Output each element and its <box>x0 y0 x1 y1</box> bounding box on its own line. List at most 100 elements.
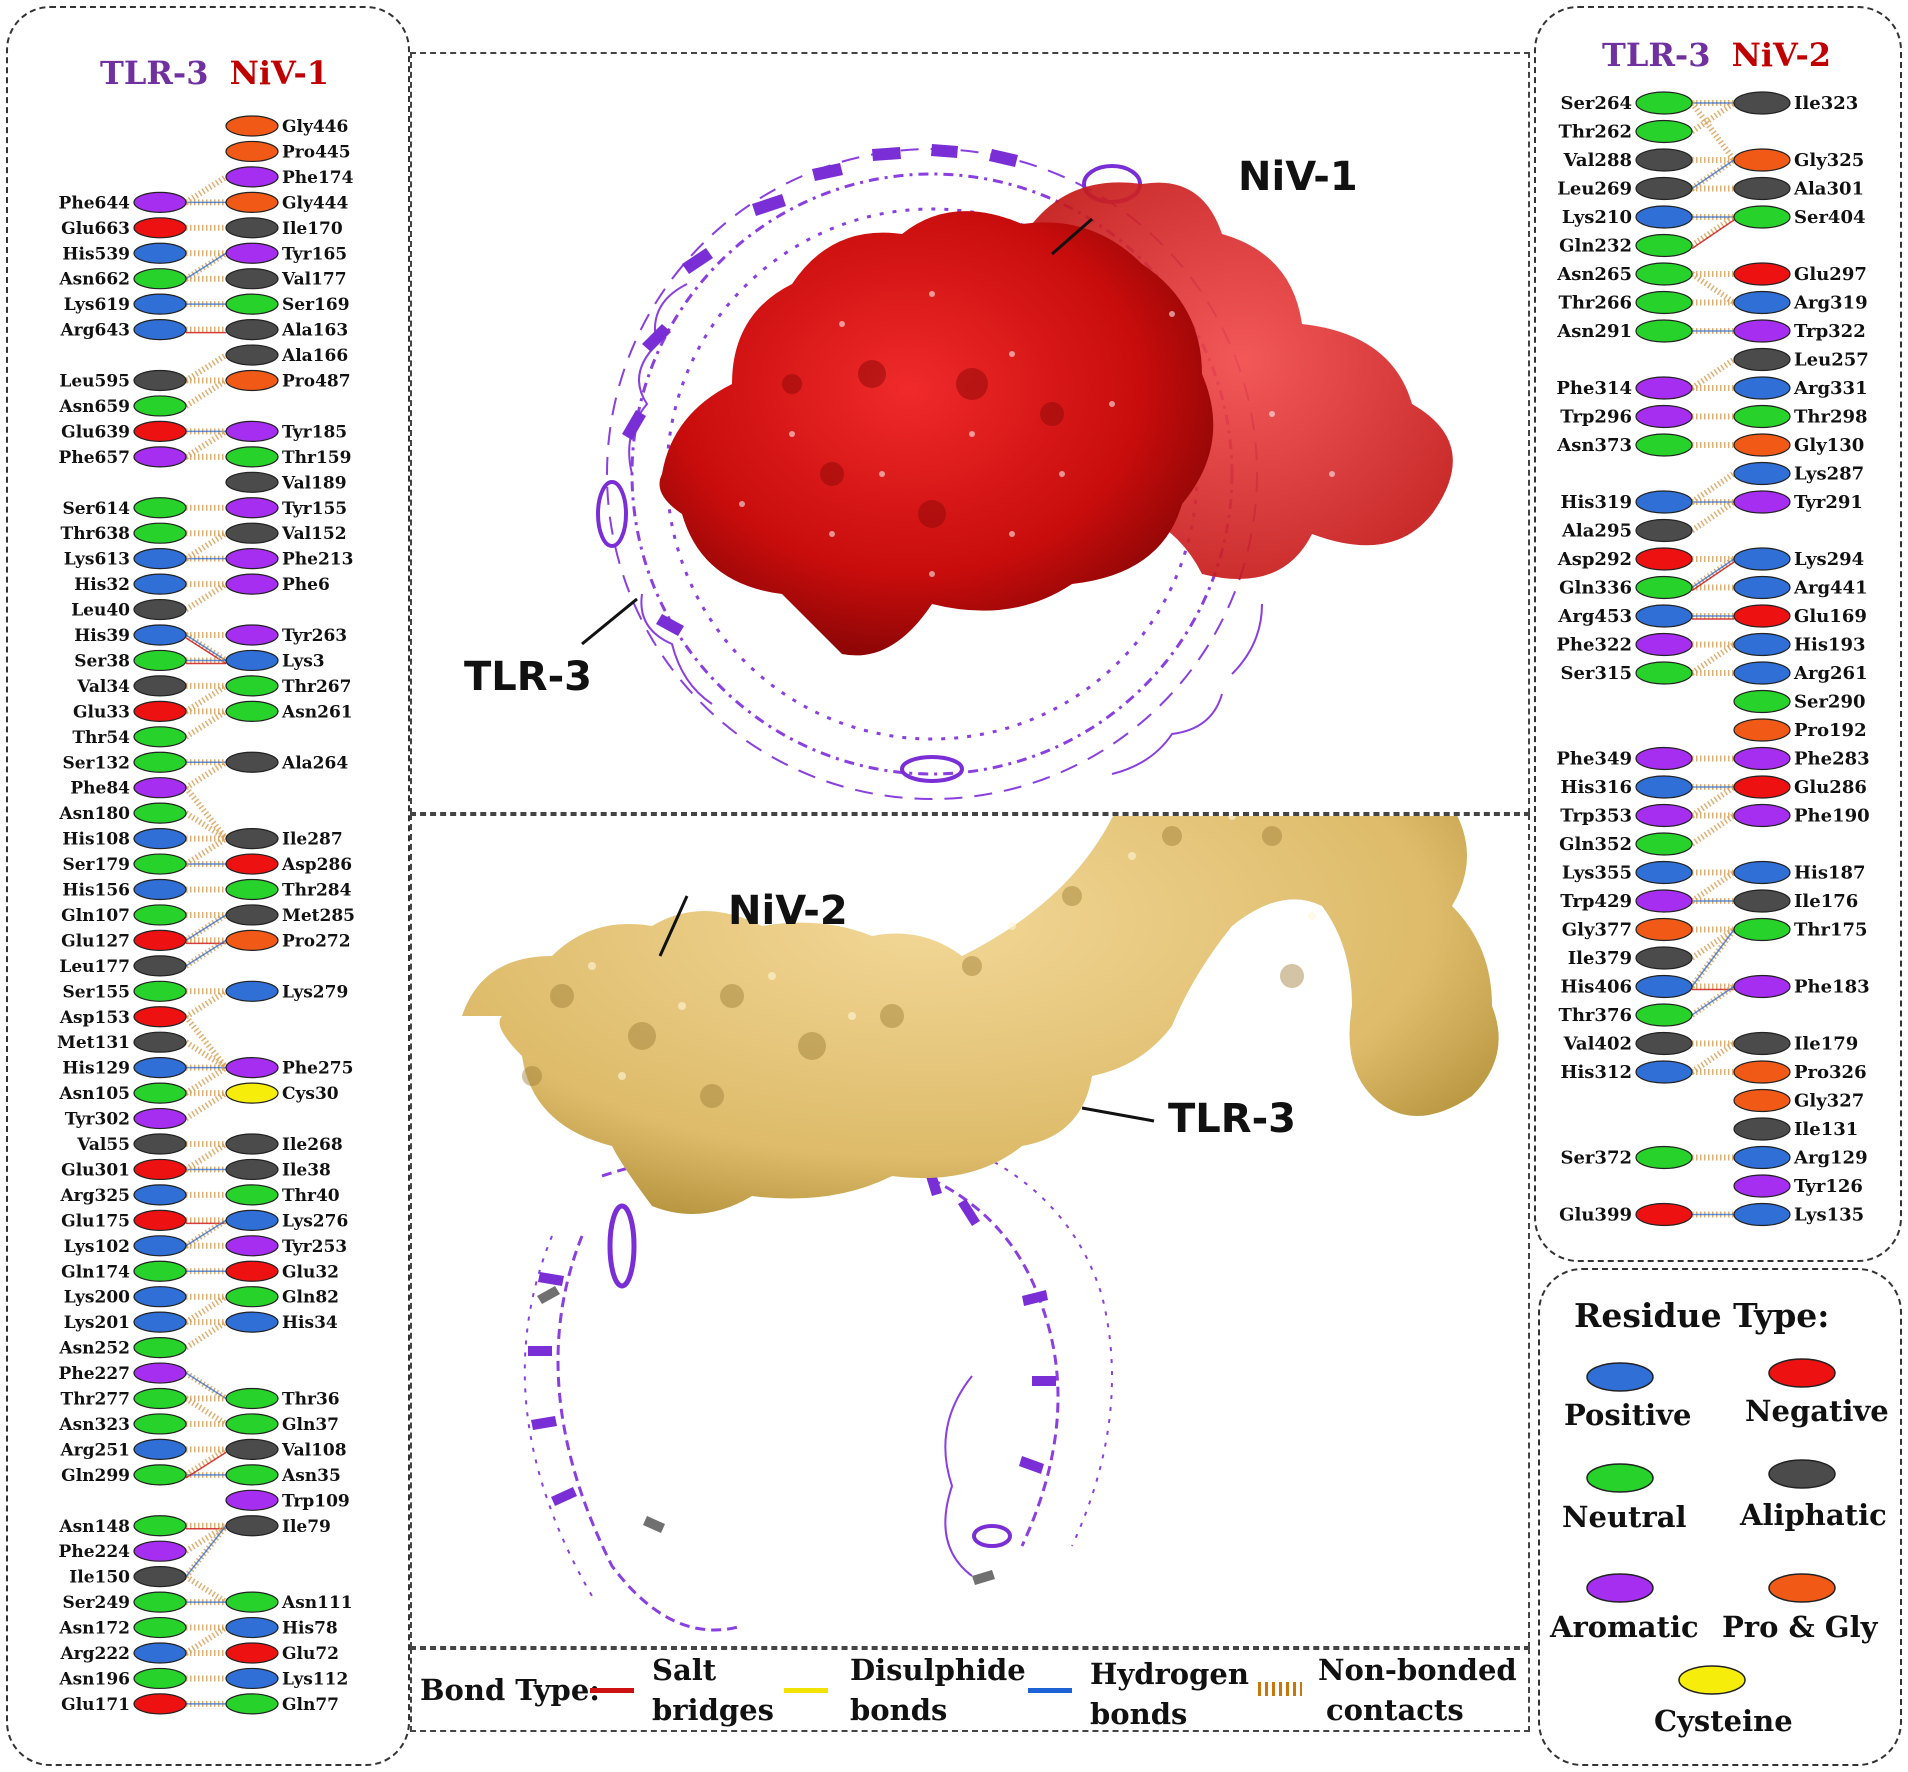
svg-text:Trp322: Trp322 <box>1794 321 1866 342</box>
svg-text:Gly327: Gly327 <box>1794 1091 1864 1112</box>
svg-text:Glu175: Glu175 <box>61 1211 130 1231</box>
niv1-niv-residue-thr36: Thr36 <box>225 1387 340 1410</box>
niv1-niv-residue-gln82: Gln82 <box>225 1286 339 1308</box>
bond-salt-swatch <box>590 1688 634 1693</box>
svg-text:His312: His312 <box>1560 1062 1632 1083</box>
svg-text:Gly377: Gly377 <box>1562 920 1632 941</box>
niv1-niv-residue-phe213: Phe213 <box>225 548 353 570</box>
svg-text:Glu171: Glu171 <box>61 1695 130 1715</box>
svg-text:Tyr126: Tyr126 <box>1794 1176 1863 1197</box>
niv1-niv-residue-ile38: Ile38 <box>225 1158 331 1180</box>
svg-text:Ser290: Ser290 <box>1794 692 1866 713</box>
niv2-niv-residue-gly327: Gly327 <box>1733 1088 1864 1113</box>
niv2-tlr3-residue-gly377: Gly377 <box>1562 917 1693 942</box>
svg-text:Gly130: Gly130 <box>1794 435 1864 456</box>
svg-text:Gln107: Gln107 <box>61 906 130 926</box>
svg-text:Met285: Met285 <box>282 906 355 926</box>
svg-text:Val177: Val177 <box>281 270 347 290</box>
svg-text:His187: His187 <box>1794 863 1866 884</box>
niv2-tlr3-residue-phe314: Phe314 <box>1556 376 1693 400</box>
svg-text:Tyr155: Tyr155 <box>282 499 347 519</box>
svg-text:Asp153: Asp153 <box>59 1008 130 1028</box>
svg-text:Gln82: Gln82 <box>282 1288 339 1308</box>
svg-text:Asn265: Asn265 <box>1556 264 1632 285</box>
niv1-niv-residue-lys279: Lys279 <box>225 980 348 1002</box>
bond-disulphide-label: Disulphide bonds <box>850 1653 1026 1727</box>
niv2-niv-residue-lys135: Lys135 <box>1733 1202 1864 1227</box>
niv1-niv-residue-phe174: Phe174 <box>225 166 354 188</box>
svg-text:Ser404: Ser404 <box>1794 207 1866 228</box>
svg-text:Glu301: Glu301 <box>61 1160 130 1180</box>
svg-text:Glu32: Glu32 <box>282 1262 339 1282</box>
svg-text:Ile38: Ile38 <box>282 1160 331 1180</box>
svg-text:Gly446: Gly446 <box>282 117 348 137</box>
niv1-tlr3-residue-gln174: Gln174 <box>61 1260 187 1282</box>
svg-text:Gly444: Gly444 <box>282 193 349 213</box>
niv1-niv-residue-lys112: Lys112 <box>225 1667 348 1689</box>
niv2-tlr3-residue-gln352: Gln352 <box>1559 832 1693 856</box>
bond-salt-label: Salt bridges <box>652 1653 774 1727</box>
niv2-tlr3-residue-trp429: Trp429 <box>1560 889 1693 913</box>
svg-text:Thr54: Thr54 <box>72 728 130 748</box>
niv2-tlr3-residue-ser264: Ser264 <box>1560 91 1693 115</box>
svg-text:Lys112: Lys112 <box>282 1669 348 1689</box>
svg-text:Tyr185: Tyr185 <box>282 422 347 442</box>
niv1-niv-residue-lys276: Lys276 <box>225 1209 348 1231</box>
legend-swatch-cysteine <box>1678 1665 1746 1695</box>
svg-text:Asn180: Asn180 <box>58 804 130 824</box>
svg-text:Lys294: Lys294 <box>1794 549 1864 570</box>
niv1-niv-residue-ala163: Ala163 <box>225 319 348 341</box>
right-title-tlr: TLR-3 <box>1602 36 1711 74</box>
svg-text:Phe224: Phe224 <box>59 1542 131 1562</box>
svg-text:Glu127: Glu127 <box>61 931 130 951</box>
svg-text:Phe174: Phe174 <box>282 168 354 188</box>
niv2-tlr3-residue-gln336: Gln336 <box>1559 575 1693 600</box>
svg-text:Arg441: Arg441 <box>1793 578 1868 599</box>
svg-text:Glu399: Glu399 <box>1559 1205 1632 1226</box>
niv2-niv-residue-lys294: Lys294 <box>1733 547 1864 571</box>
niv1-tlr3-residue-his108: His108 <box>62 827 187 850</box>
niv2-tlr3-residue-phe349: Phe349 <box>1556 746 1693 771</box>
svg-text:Ser372: Ser372 <box>1560 1148 1632 1169</box>
svg-text:His108: His108 <box>62 830 130 850</box>
tlr3-top-label: TLR-3 <box>464 654 593 700</box>
niv2-tlr3-residue-glu399: Glu399 <box>1559 1202 1693 1227</box>
svg-text:Tyr291: Tyr291 <box>1794 492 1863 513</box>
niv1-niv-residue-gln77: Gln77 <box>225 1693 339 1715</box>
niv1-tlr3-residue-asn323: Asn323 <box>58 1413 187 1435</box>
legend-aromatic-label: Aromatic <box>1550 1610 1699 1644</box>
niv1-niv-residue-met285: Met285 <box>225 904 355 926</box>
niv1-tlr3-residue-phe224: Phe224 <box>59 1540 187 1562</box>
niv1-tlr3-residue-asn148: Asn148 <box>58 1515 187 1537</box>
svg-text:Asn35: Asn35 <box>281 1466 341 1486</box>
residue-legend-title: Residue Type: <box>1574 1296 1830 1335</box>
niv1-tlr3-residue-gln299: Gln299 <box>61 1464 187 1486</box>
niv1-tlr3-residue-asn180: Asn180 <box>58 802 187 824</box>
residue-legend-swatches <box>1586 1358 1836 1695</box>
svg-text:Thr159: Thr159 <box>282 448 351 468</box>
niv1-tlr3-residue-val34: Val34 <box>76 675 187 697</box>
left-title-niv: NiV-1 <box>229 54 330 92</box>
niv1-tlr3-residue-asn252: Asn252 <box>58 1336 187 1359</box>
svg-text:Trp429: Trp429 <box>1560 891 1632 912</box>
legend-swatch-negative <box>1768 1358 1836 1388</box>
niv1-tlr3-residue-glu663: Glu663 <box>61 217 187 239</box>
niv2-tlr3-residue-val402: Val402 <box>1563 1031 1693 1056</box>
niv2-niv-residue-arg129: Arg129 <box>1733 1145 1868 1170</box>
niv1-niv-residue-pro445: Pro445 <box>225 140 351 162</box>
niv1-niv-residue-ala264: Ala264 <box>225 751 348 773</box>
niv1-tlr3-residue-arg643: Arg643 <box>59 319 187 341</box>
svg-text:Arg129: Arg129 <box>1793 1148 1868 1169</box>
svg-text:Phe283: Phe283 <box>1794 749 1870 770</box>
niv1-niv-residue-thr267: Thr267 <box>225 675 351 697</box>
svg-text:Val34: Val34 <box>76 677 130 697</box>
niv2-niv-residue-thr298: Thr298 <box>1733 404 1868 429</box>
niv2-niv-residue-ser404: Ser404 <box>1733 205 1866 229</box>
svg-text:Asn662: Asn662 <box>58 270 130 290</box>
svg-text:Val55: Val55 <box>76 1135 130 1155</box>
svg-text:Val288: Val288 <box>1563 150 1632 171</box>
svg-text:Pro487: Pro487 <box>282 372 351 392</box>
niv2-niv-residue-gly325: Gly325 <box>1733 148 1864 172</box>
svg-text:Thr298: Thr298 <box>1794 407 1868 428</box>
niv2-niv-residue-pro326: Pro326 <box>1733 1060 1867 1084</box>
